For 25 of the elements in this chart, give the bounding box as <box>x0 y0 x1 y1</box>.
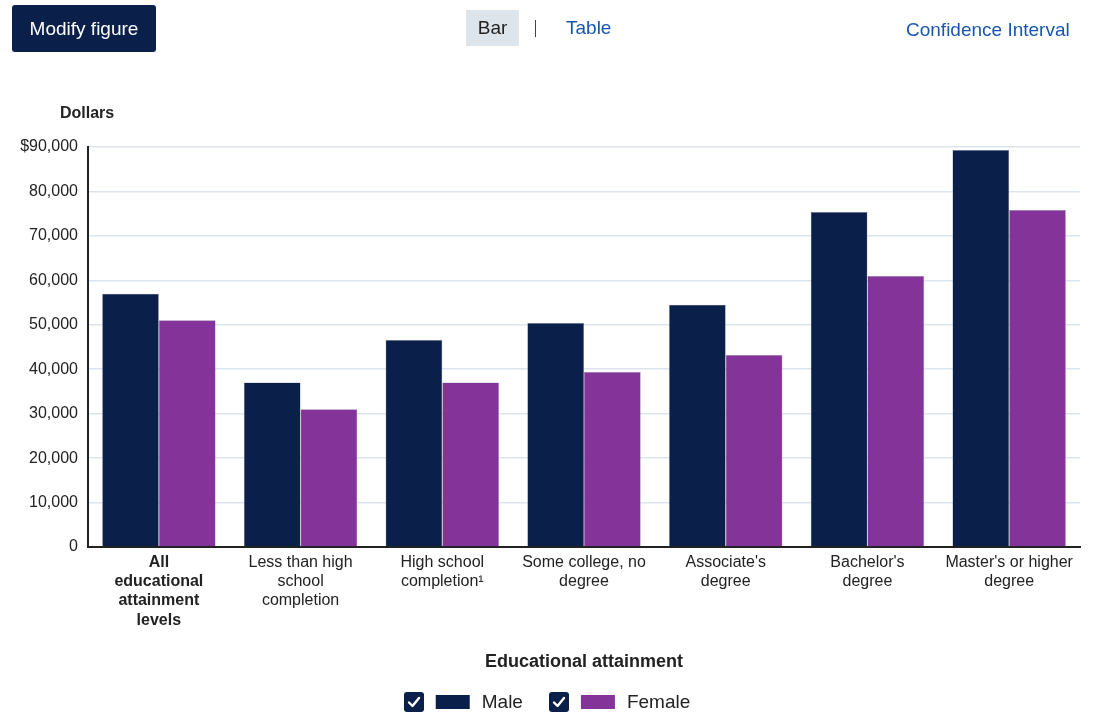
x-tick-label: All educational attainment levels <box>114 553 204 628</box>
y-tick-label: 60,000 <box>29 270 79 288</box>
x-tick-label: Less than high school completion <box>248 553 353 609</box>
text: Bar <box>466 10 519 46</box>
text: Modify figure <box>12 5 156 52</box>
x-tick-label: High school completion¹ <box>400 553 485 590</box>
x-axis-title: Educational attainment <box>484 651 684 672</box>
y-tick-label: 70,000 <box>29 226 79 244</box>
y-tick-label: 20,000 <box>29 448 79 466</box>
y-axis-title: Dollars <box>60 104 115 122</box>
x-tick-label: Associate's degree <box>685 553 766 590</box>
y-tick-label: 30,000 <box>29 404 79 422</box>
y-tick-label: 10,000 <box>29 492 79 510</box>
y-tick-label: 0 <box>69 537 79 555</box>
x-tick-label: Bachelor's degree <box>830 553 905 590</box>
x-tick-label: Some college, no degree <box>522 553 646 590</box>
y-tick-label: 40,000 <box>29 359 79 377</box>
y-tick-label: $90,000 <box>20 137 79 155</box>
y-tick-label: 50,000 <box>29 315 79 333</box>
x-tick-label: Master's or higher degree <box>945 553 1074 590</box>
text: Confidence Interval <box>906 19 1070 41</box>
legend-label: Female <box>626 691 691 713</box>
legend-label: Male <box>481 691 523 713</box>
text: Table <box>566 17 612 39</box>
y-tick-label: 80,000 <box>29 181 79 199</box>
